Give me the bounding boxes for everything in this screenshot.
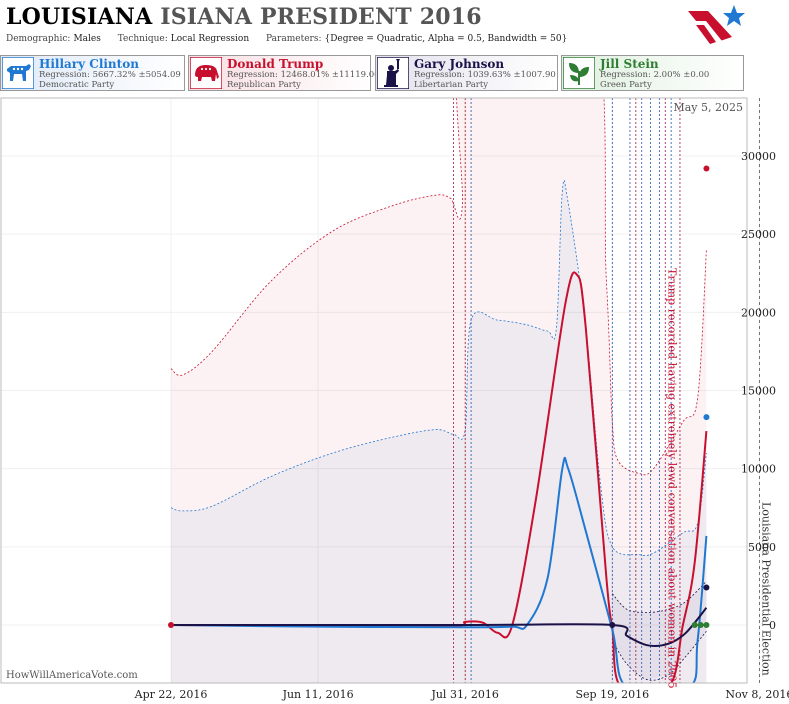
legend-trump[interactable]: Donald Trump Regression: 12468.01% ±1111… bbox=[188, 55, 380, 91]
end-point-gary-johnson bbox=[703, 584, 710, 591]
x-tick-label-3: Sep 19, 2016 bbox=[576, 688, 650, 701]
chart-date-label: May 5, 2025 bbox=[673, 101, 743, 114]
mid-point-0 bbox=[609, 622, 616, 628]
legend-clinton-party: Democratic Party bbox=[39, 80, 115, 90]
demographic-label: Demographic: bbox=[6, 34, 71, 44]
series-line-hillary-clinton bbox=[170, 456, 708, 683]
watermark-text: HowWillAmericaVote.com bbox=[6, 670, 138, 681]
y-tick-label-15000: 15000 bbox=[741, 384, 776, 397]
legend-johnson-name: Gary Johnson bbox=[414, 57, 505, 71]
legend-clinton-regression: Regression: 5667.32% ±5054.09 bbox=[39, 70, 181, 80]
title-state: LOUISIANA bbox=[6, 4, 153, 30]
start-point bbox=[168, 622, 174, 628]
parameters-value: {Degree = Quadratic, Alpha = 0.5, Bandwi… bbox=[324, 34, 568, 44]
legend-johnson-party: Libertarian Party bbox=[414, 80, 489, 90]
annotation-1: Louisiana Presidential Election bbox=[759, 502, 772, 676]
end-point-jill-stein bbox=[703, 622, 710, 628]
y-axis-ticks: 0 5000 10000 15000 20000 25000 30000 bbox=[741, 150, 776, 632]
chart-event-lines bbox=[453, 98, 760, 683]
y-tick-label-25000: 25000 bbox=[741, 228, 776, 241]
legend-clinton-name: Hillary Clinton bbox=[39, 57, 139, 71]
legend-stein-name: Jill Stein bbox=[600, 57, 659, 71]
demographic-value: Males bbox=[73, 34, 101, 44]
x-tick-label-0: Apr 22, 2016 bbox=[134, 688, 208, 701]
band-area-donald-trump bbox=[171, 98, 707, 683]
band-upper-hillary-clinton bbox=[170, 179, 707, 557]
chart-title: LOUISIANA ISIANA PRESIDENT 2016 bbox=[6, 4, 482, 30]
x-tick-label-4: Nov 8, 2016 bbox=[725, 688, 789, 701]
technique-value: Local Regression bbox=[170, 34, 250, 44]
legend-johnson[interactable]: Gary Johnson Regression: 1039.63% ±1007.… bbox=[375, 55, 558, 91]
site-logo-icon[interactable] bbox=[686, 3, 746, 51]
leaf-icon bbox=[563, 57, 595, 89]
y-tick-label-5000: 5000 bbox=[748, 541, 776, 554]
legend-trump-party: Republican Party bbox=[227, 80, 301, 90]
y-tick-label-30000: 30000 bbox=[741, 150, 776, 163]
end-point-donald-trump bbox=[703, 165, 710, 172]
band-lower-gary-johnson bbox=[611, 631, 707, 681]
series-line-gary-johnson bbox=[171, 607, 708, 647]
plot-border bbox=[0, 97, 748, 684]
series-line-donald-trump bbox=[170, 271, 708, 683]
elephant-icon bbox=[190, 57, 222, 89]
x-tick-label-1: Jun 11, 2016 bbox=[282, 688, 354, 701]
stein-point-1 bbox=[697, 622, 704, 628]
chart-points bbox=[168, 165, 710, 628]
parameter-row: Demographic: Males Technique: Local Regres… bbox=[6, 34, 581, 44]
y-tick-label-20000: 20000 bbox=[741, 306, 776, 319]
stein-point-0 bbox=[691, 622, 698, 628]
legend-trump-name: Donald Trump bbox=[227, 57, 324, 71]
chart-annotations: Trump recorded having extremely lewd con… bbox=[665, 268, 772, 689]
annotation-0: Trump recorded having extremely lewd con… bbox=[665, 268, 678, 689]
liberty-torch-icon bbox=[377, 57, 409, 89]
end-point-hillary-clinton bbox=[703, 414, 710, 421]
x-axis-ticks: Apr 22, 2016 Jun 11, 2016 Jul 31, 2016 Sep … bbox=[134, 688, 789, 701]
y-tick-label-0: 0 bbox=[769, 619, 776, 632]
donkey-icon bbox=[2, 57, 34, 89]
technique-label: Technique: bbox=[117, 34, 168, 44]
x-tick-label-2: Jul 31, 2016 bbox=[430, 688, 499, 701]
title-subtitle: ISIANA PRESIDENT 2016 bbox=[160, 4, 482, 30]
band-upper-donald-trump bbox=[170, 98, 707, 476]
legend-clinton[interactable]: Hillary Clinton Regression: 5667.32% ±50… bbox=[0, 55, 185, 91]
chart-confidence-bands bbox=[170, 98, 707, 683]
legend-trump-regression: Regression: 12468.01% ±11119.06 bbox=[227, 70, 380, 80]
legend-stein[interactable]: Jill Stein Regression: 2.00% ±0.00 Green… bbox=[561, 55, 744, 91]
band-area-hillary-clinton bbox=[171, 180, 707, 683]
legend-stein-regression: Regression: 2.00% ±0.00 bbox=[600, 70, 710, 80]
legend-stein-party: Green Party bbox=[600, 80, 652, 90]
parameters-label: Parameters: bbox=[266, 34, 322, 44]
y-tick-label-10000: 10000 bbox=[741, 463, 776, 476]
legend-johnson-regression: Regression: 1039.63% ±1007.90 bbox=[414, 70, 556, 80]
